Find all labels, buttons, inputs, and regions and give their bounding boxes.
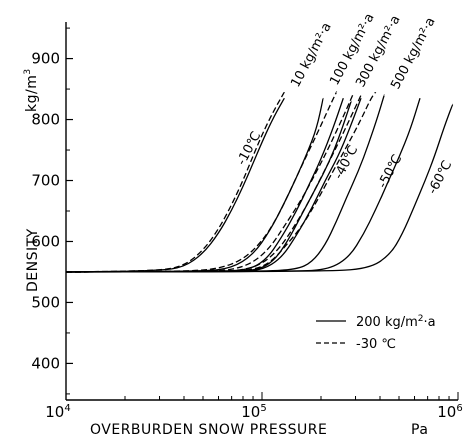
y-axis-unit-base: kg/m: [24, 75, 40, 112]
y-tick-label: 700: [31, 172, 60, 190]
label-minus-50c: -50℃: [375, 152, 405, 191]
series-line-6: [65, 97, 285, 273]
series-line-5: [65, 91, 377, 273]
y-tick-label: 400: [31, 354, 60, 372]
y-tick-label: 500: [31, 293, 60, 311]
legend-dashed-label: -30 ℃: [356, 337, 396, 352]
axes: 400 500 600 700 800 900 104 105 106: [31, 22, 463, 421]
legend-solid-label: 200 kg/m2·a: [356, 314, 436, 330]
y-axis-label: DENSITY: [25, 228, 41, 292]
x-tick-label: 105: [241, 403, 266, 421]
series-line-2: [65, 91, 338, 273]
y-axis-unit-exp: 3: [23, 68, 33, 74]
x-tick-label: 106: [437, 403, 462, 421]
series-line-8: [65, 98, 344, 273]
series-line-13: [65, 103, 454, 273]
label-minus-60c: -60℃: [425, 158, 455, 197]
series-line-1: [65, 91, 285, 273]
y-tick-label: 800: [31, 111, 60, 129]
x-tick-label: 104: [45, 403, 70, 421]
x-axis-label: OVERBURDEN SNOW PRESSURE: [90, 422, 327, 438]
series-line-11: [65, 94, 385, 273]
x-axis-unit: Pa: [411, 422, 428, 438]
y-tick-label: 900: [31, 50, 60, 68]
series-line-4: [65, 94, 362, 273]
y-tick-label: 600: [31, 232, 60, 250]
curves: [65, 91, 454, 273]
y-axis-unit: kg/m3: [23, 68, 40, 112]
legend: 200 kg/m2·a -30 ℃: [316, 314, 436, 352]
